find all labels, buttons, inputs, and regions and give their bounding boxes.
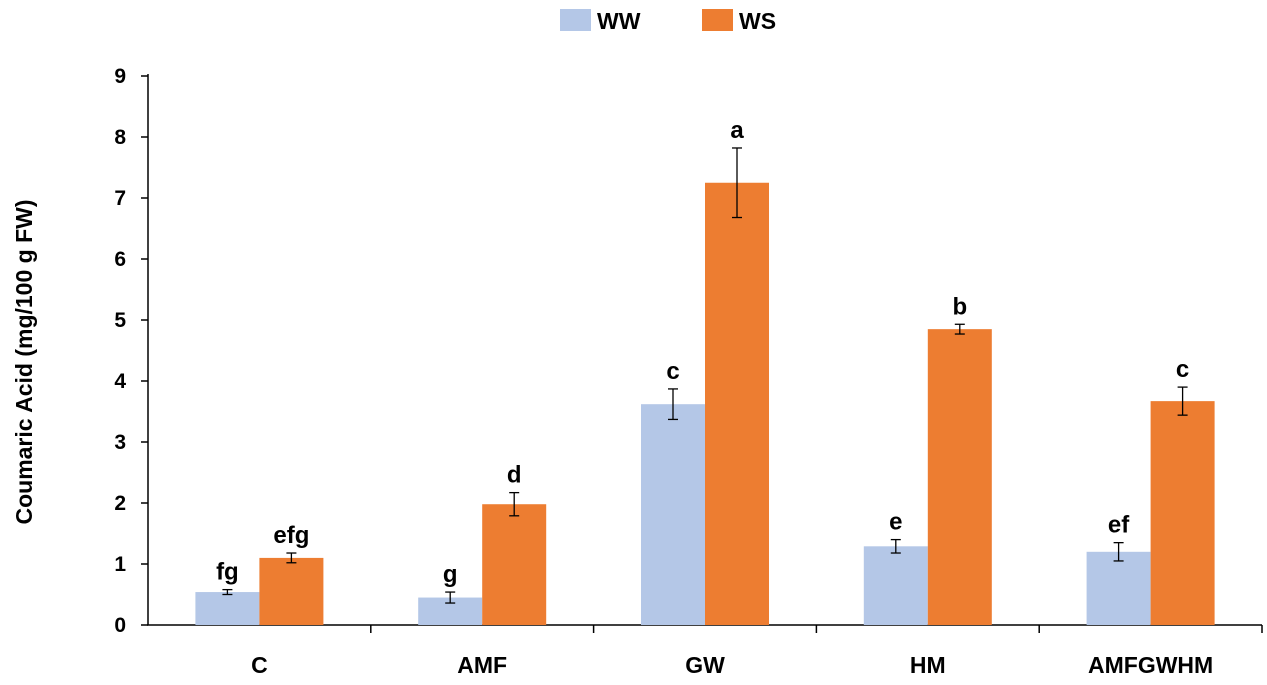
y-tick-label: 4 [114, 370, 126, 393]
y-tick-label: 7 [114, 187, 126, 210]
bar-ww [195, 592, 260, 625]
y-axis-title: Coumaric Acid (mg/100 g FW) [11, 199, 37, 524]
y-tick-label: 9 [114, 65, 126, 88]
y-tick-label: 3 [114, 431, 126, 454]
y-tick-label: 8 [114, 126, 126, 149]
y-tick-label: 2 [114, 492, 126, 515]
legend-swatch-ww [560, 9, 591, 31]
legend-swatch-ws [702, 9, 733, 31]
significance-label: e [889, 509, 902, 536]
significance-label: ef [1108, 512, 1130, 539]
x-tick-label: C [251, 652, 268, 678]
x-tick-label: GW [685, 652, 725, 678]
bar-ww [863, 546, 928, 625]
x-tick-label: HM [910, 652, 946, 678]
y-tick-label: 0 [114, 614, 126, 637]
significance-label: c [666, 358, 679, 385]
legend-label-ww: WW [597, 8, 641, 34]
significance-label: d [507, 462, 522, 489]
significance-label: c [1176, 356, 1189, 383]
significance-label: a [730, 117, 744, 144]
plot-area: 0 1 2 3 4 5 6 7 8 9 Cfg efg AMF g d GW c a HM e b AMFGWHM ef c [114, 65, 1263, 678]
y-tick-label: 6 [114, 248, 126, 271]
significance-label: b [952, 293, 967, 320]
y-tick-label: 5 [114, 309, 126, 332]
bar-ws [927, 329, 992, 625]
bar-ws [705, 182, 769, 625]
y-tick-label: 1 [114, 553, 126, 576]
bar-ww [641, 404, 705, 625]
bar-ws [259, 557, 324, 625]
bar-ws [482, 504, 547, 625]
legend-label-ws: WS [739, 8, 776, 34]
significance-label: g [443, 561, 458, 588]
significance-label: fg [216, 559, 239, 586]
legend: WW WS [560, 8, 776, 34]
x-tick-label: AMF [457, 652, 507, 678]
bar-ws [1150, 401, 1215, 625]
significance-label: efg [273, 522, 309, 549]
bar-ww [1086, 551, 1151, 625]
x-tick-label: AMFGWHM [1088, 652, 1213, 678]
